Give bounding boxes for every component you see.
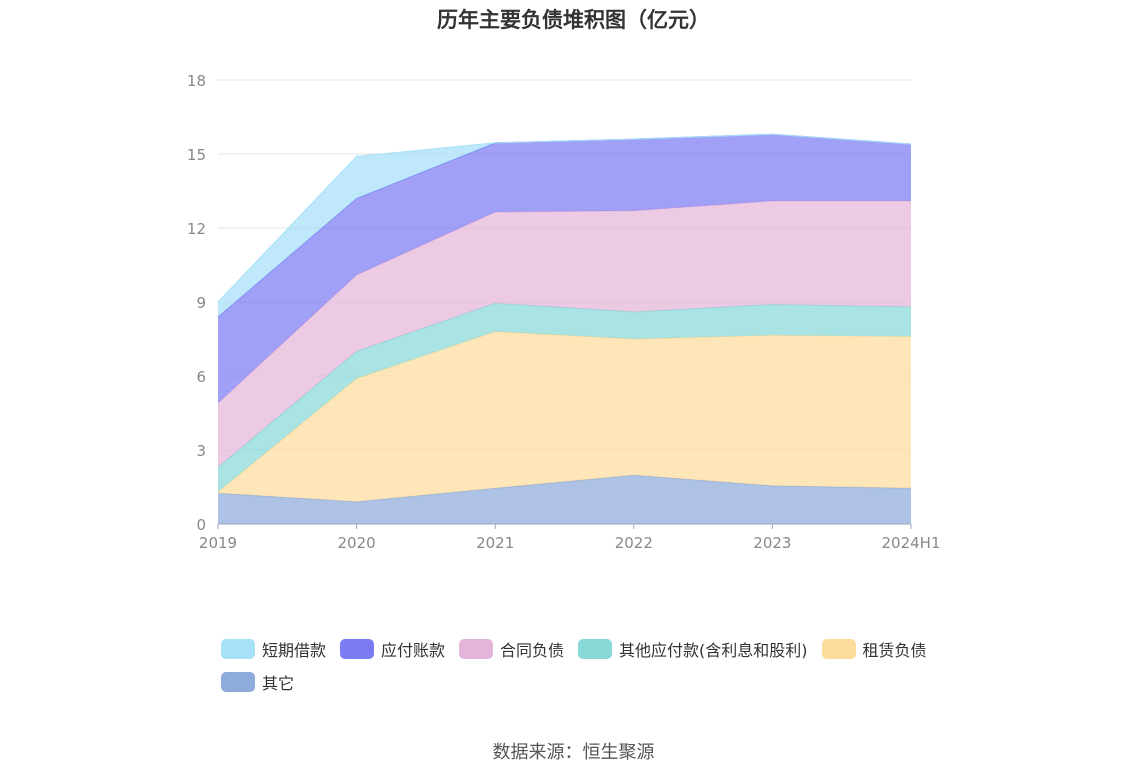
x-tick-label: 2020 [338,534,376,552]
x-tick-label: 2021 [476,534,514,552]
x-tick-label: 2019 [199,534,237,552]
data-source-note: 数据来源：恒生聚源 [492,742,655,763]
y-tick-label: 6 [196,368,206,386]
legend-swatch [221,639,255,659]
legend-label: 其它 [262,674,295,693]
y-tick-label: 18 [187,72,206,90]
y-tick-label: 9 [196,294,206,312]
area-series-1[interactable] [218,331,911,502]
legend-item-5[interactable]: 短期借款 [221,638,326,660]
y-tick-label: 0 [196,516,206,534]
y-tick-label: 12 [187,220,206,238]
legend-label: 租赁负债 [862,641,927,660]
legend-swatch [459,639,494,659]
y-tick-label: 15 [187,146,206,164]
legend-item-1[interactable]: 租赁负债 [821,638,927,660]
legend-item-2[interactable]: 其他应付款(含利息和股利) [578,638,808,660]
chart-plot: 0 3 6 9 12 15 18 2019 2020 2021 2022 2023 2024H1 [187,72,941,552]
legend-swatch [340,639,375,659]
legend-label: 其他应付款(含利息和股利) [619,641,808,660]
x-tick-label: 2023 [753,534,791,552]
legend-item-0[interactable]: 其它 [221,671,294,693]
y-tick-label: 3 [196,442,206,460]
legend-item-3[interactable]: 合同负债 [459,638,564,660]
legend-label: 短期借款 [262,641,327,660]
x-tick-label: 2024H1 [882,534,941,552]
area-series-3[interactable] [218,200,911,468]
area-series-2[interactable] [218,303,911,492]
area-series-4[interactable] [218,134,911,404]
area-series-5[interactable] [218,134,911,317]
legend-label: 应付账款 [381,641,446,660]
legend-swatch [821,639,856,659]
chart-title: 历年主要负债堆积图（亿元） [437,8,710,32]
legend-item-4[interactable]: 应付账款 [340,638,445,660]
area-series-line-5 [217,133,912,303]
x-tick-label: 2022 [615,534,653,552]
area-series-0[interactable] [218,475,911,524]
chart-legend: 短期借款 应付账款 合同负债 其他应付款(含利息和股利) 租赁负债其它 [221,638,981,693]
legend-swatch [221,672,255,692]
legend-label: 合同负债 [500,641,565,660]
legend-swatch [578,639,613,659]
